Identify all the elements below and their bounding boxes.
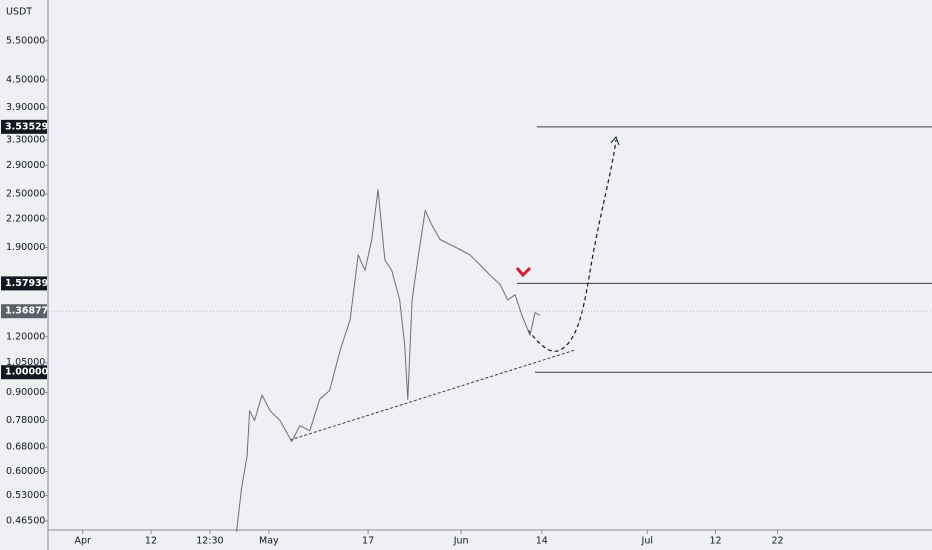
last-price-label: 1.36877 — [5, 306, 48, 317]
y-tick-label: 2.20000 — [6, 214, 45, 225]
sell-marker — [515, 266, 532, 278]
x-tick-label: 12:30 — [196, 536, 223, 547]
last-price-box — [1, 304, 47, 319]
currency-label: USDT — [6, 7, 32, 18]
projection-path — [527, 139, 617, 352]
y-tick-label: 3.90000 — [6, 102, 45, 113]
y-tick-label: 0.60000 — [6, 466, 45, 477]
level-label-box — [1, 365, 47, 380]
level-label: 1.00000 — [5, 367, 49, 378]
y-tick-label: 2.50000 — [6, 189, 45, 200]
y-tick-label: 0.46500 — [6, 516, 45, 527]
x-tick-label: 22 — [771, 536, 783, 547]
level-label-box — [1, 119, 47, 134]
y-tick-label: 0.68000 — [6, 442, 45, 453]
x-tick-label: May — [259, 536, 279, 547]
x-tick-label: 12 — [709, 536, 721, 547]
level-label: 1.57939 — [5, 278, 48, 289]
x-tick-label: Apr — [75, 536, 92, 547]
x-tick-label: 12 — [145, 536, 157, 547]
level-label-box — [1, 276, 47, 291]
x-tick-label: Jun — [453, 536, 469, 547]
y-tick-label: 0.90000 — [6, 387, 45, 398]
y-tick-label: 2.90000 — [6, 160, 45, 171]
y-tick-label: 1.05000 — [6, 357, 45, 368]
projection-arrowhead — [610, 136, 620, 146]
y-tick-label: 0.78000 — [6, 415, 45, 426]
y-tick-label: 1.20000 — [6, 331, 45, 342]
y-tick-label: 0.53000 — [6, 490, 45, 501]
price-line — [236, 189, 541, 532]
y-tick-label: 4.50000 — [6, 74, 45, 85]
x-tick-label: 17 — [362, 536, 374, 547]
x-tick-label: 14 — [536, 536, 548, 547]
y-tick-label: 1.90000 — [6, 242, 45, 253]
y-tick-label: 5.50000 — [6, 35, 45, 46]
y-tick-label: 3.30000 — [6, 135, 45, 146]
level-label: 3.53529 — [5, 121, 48, 132]
x-tick-label: Jul — [641, 536, 653, 547]
